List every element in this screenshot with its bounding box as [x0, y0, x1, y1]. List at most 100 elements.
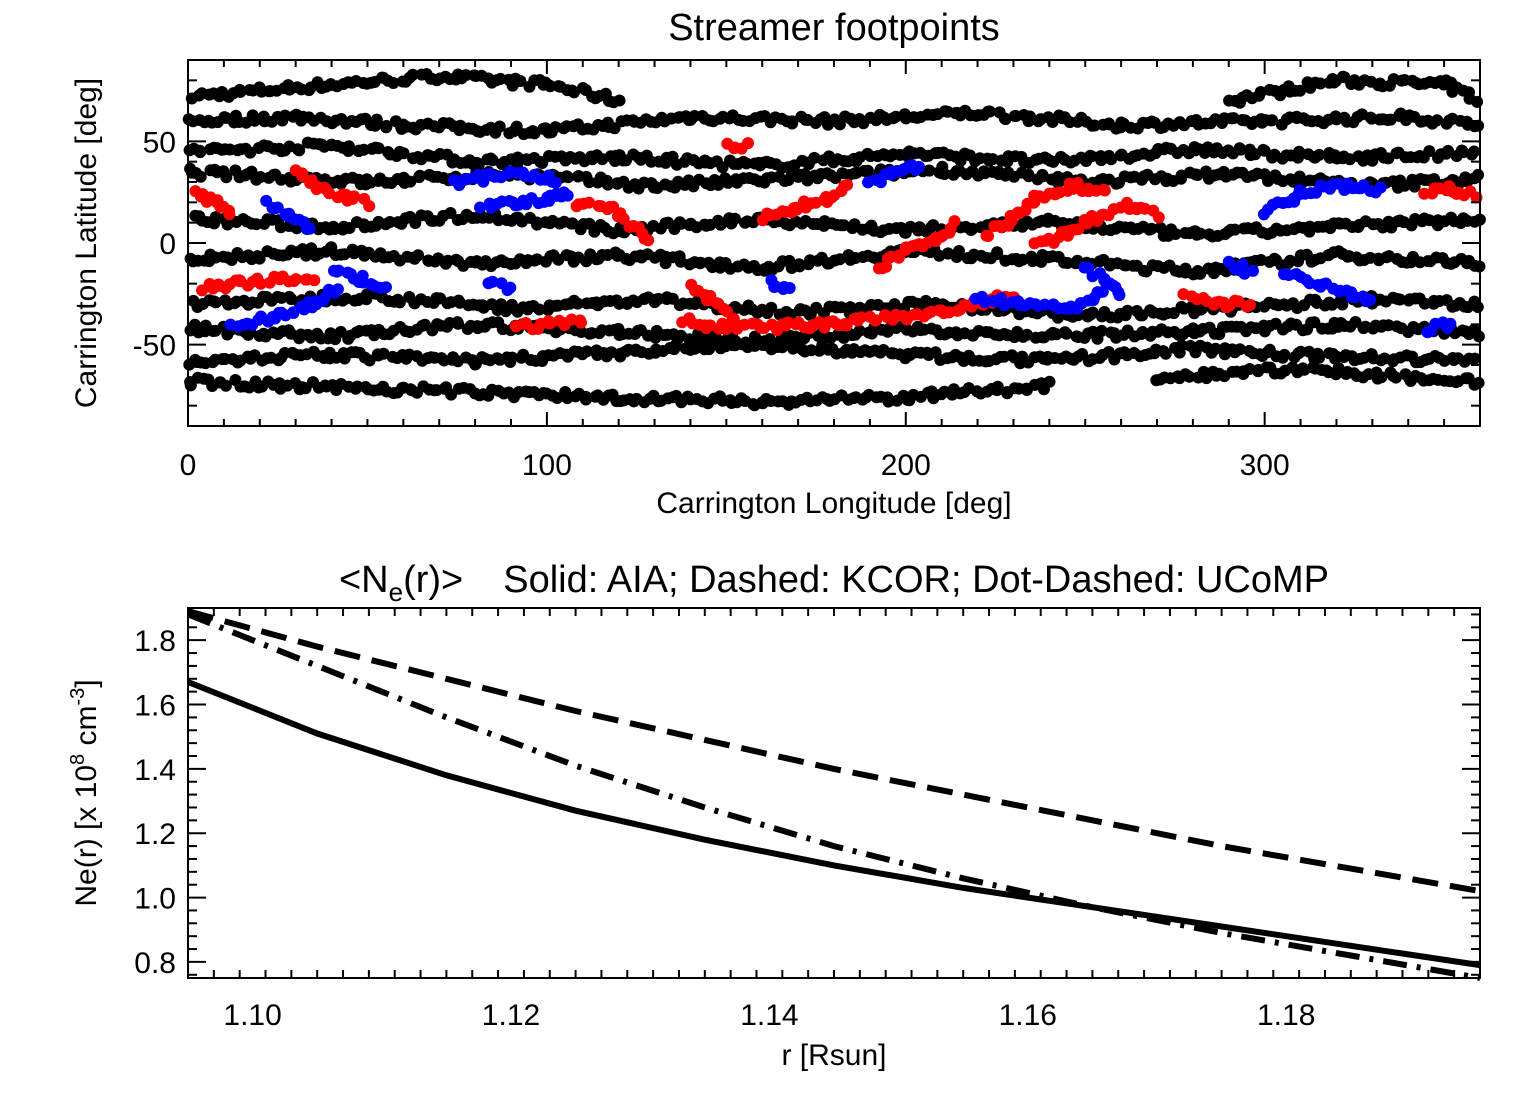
- footpoint-marker: [1169, 228, 1182, 240]
- footpoint-band: [328, 264, 392, 294]
- footpoint-band: [1421, 316, 1457, 339]
- panel1-xlabel: Carrington Longitude [deg]: [656, 487, 1011, 520]
- footpoint-band: [183, 336, 1481, 371]
- series-line-solid: [186, 679, 1481, 969]
- footpoint-marker: [568, 86, 580, 99]
- x-tick-label: 1.10: [223, 999, 281, 1032]
- footpoint-marker: [1472, 168, 1485, 181]
- panel2-title-prefix: <N: [339, 559, 389, 601]
- panel2-ylabel-prefix: Ne(r) [x 10: [70, 765, 103, 907]
- panel2-title-suffix: (r)>: [403, 559, 463, 601]
- footpoint-marker: [1443, 180, 1456, 193]
- footpoint-band: [196, 270, 321, 297]
- footpoint-marker: [363, 200, 376, 213]
- x-tick-label: 200: [881, 449, 931, 482]
- footpoint-marker: [991, 248, 1004, 260]
- footpoint-band: [980, 176, 1111, 242]
- footpoint-marker: [583, 176, 596, 189]
- footpoint-marker: [983, 105, 996, 118]
- footpoint-band: [1222, 255, 1259, 280]
- footpoint-marker: [1364, 293, 1377, 306]
- footpoint-marker: [1060, 327, 1073, 340]
- footpoint-band: [184, 371, 1056, 412]
- footpoint-marker: [1095, 324, 1108, 337]
- footpoint-marker: [1145, 222, 1158, 235]
- footpoint-band: [189, 207, 1486, 243]
- footpoint-marker: [704, 338, 717, 351]
- footpoint-marker: [549, 176, 562, 189]
- footpoint-band: [756, 178, 854, 227]
- panel2-title-rest: Solid: AIA; Dashed: KCOR; Dot-Dashed: UC…: [503, 559, 1329, 601]
- footpoint-marker: [948, 215, 961, 228]
- panel2-ylabel-sup1: 8: [67, 754, 89, 765]
- footpoint-marker: [953, 245, 965, 257]
- panel2-xlabel: r [Rsun]: [781, 1039, 886, 1072]
- footpoint-marker: [387, 77, 400, 89]
- footpoint-marker: [1313, 148, 1326, 161]
- footpoint-band: [224, 283, 344, 333]
- footpoint-band: [969, 277, 1116, 315]
- footpoint-marker: [740, 157, 753, 170]
- footpoint-marker: [412, 249, 425, 262]
- footpoint-marker: [765, 301, 778, 314]
- density-lines: [186, 608, 1481, 981]
- footpoint-marker: [1294, 345, 1307, 358]
- panel1-ticks: 0 100 200 300 -50 0 50: [133, 60, 1480, 482]
- footpoint-marker: [1390, 371, 1402, 384]
- y-tick-label: 1.6: [134, 690, 176, 723]
- footpoint-marker: [1098, 184, 1111, 197]
- x-tick-label: 100: [522, 449, 572, 482]
- x-tick-label: 1.18: [1257, 999, 1315, 1032]
- footpoint-marker: [742, 137, 754, 150]
- footpoint-marker: [331, 283, 344, 296]
- footpoint-marker: [254, 277, 267, 290]
- panel1-frame: [187, 59, 1481, 427]
- footpoint-marker: [452, 317, 465, 330]
- footpoint-marker: [613, 94, 626, 107]
- footpoint-marker: [1313, 351, 1326, 364]
- footpoint-band: [685, 278, 740, 326]
- y-tick-label: -50: [133, 330, 176, 363]
- footpoint-marker: [377, 347, 390, 360]
- footpoint-band: [1078, 261, 1126, 302]
- footpoint-marker: [223, 204, 235, 217]
- footpoint-band: [862, 159, 925, 189]
- panel2-ticks: 1.10 1.12 1.14 1.16 1.18 0.8 1.0 1.2 1.4 1.6 1.8: [134, 608, 1481, 1032]
- footpoint-marker: [808, 151, 821, 164]
- footpoint-marker: [1085, 150, 1098, 163]
- footpoint-marker: [372, 142, 385, 155]
- footpoint-marker: [303, 222, 316, 235]
- footpoint-marker: [248, 114, 261, 127]
- footpoint-marker: [1428, 173, 1441, 186]
- footpoint-marker: [406, 68, 419, 81]
- footpoint-marker: [1468, 145, 1481, 158]
- footpoint-marker: [888, 298, 901, 311]
- footpoint-marker: [380, 281, 392, 294]
- footpoint-marker: [1175, 339, 1188, 352]
- panel1-ylabel: Carrington Latitude [deg]: [70, 78, 103, 408]
- footpoint-marker: [342, 140, 355, 153]
- footpoint-band: [872, 215, 961, 275]
- footpoint-marker: [844, 301, 857, 314]
- footpoint-marker: [642, 234, 655, 247]
- footpoint-band: [185, 68, 626, 109]
- footpoint-marker: [1375, 371, 1388, 384]
- footpoint-marker: [1472, 119, 1485, 132]
- footpoint-marker: [571, 297, 584, 310]
- footpoint-marker: [1247, 264, 1259, 277]
- footpoint-band: [183, 136, 1481, 174]
- footpoint-marker: [533, 303, 546, 316]
- footpoint-marker: [194, 146, 207, 159]
- series-line-dashed: [187, 608, 1481, 895]
- x-tick-label: 1.16: [999, 999, 1057, 1032]
- footpoint-marker: [1256, 116, 1268, 129]
- footpoint-marker: [1159, 347, 1172, 360]
- x-tick-label: 1.12: [482, 999, 540, 1032]
- x-tick-label: 300: [1240, 449, 1290, 482]
- footpoint-marker: [1228, 223, 1241, 236]
- footpoint-marker: [783, 282, 796, 294]
- footpoint-band: [721, 137, 754, 155]
- footpoint-band: [1257, 177, 1387, 221]
- footpoint-marker: [393, 296, 406, 309]
- footpoint-marker: [514, 75, 527, 87]
